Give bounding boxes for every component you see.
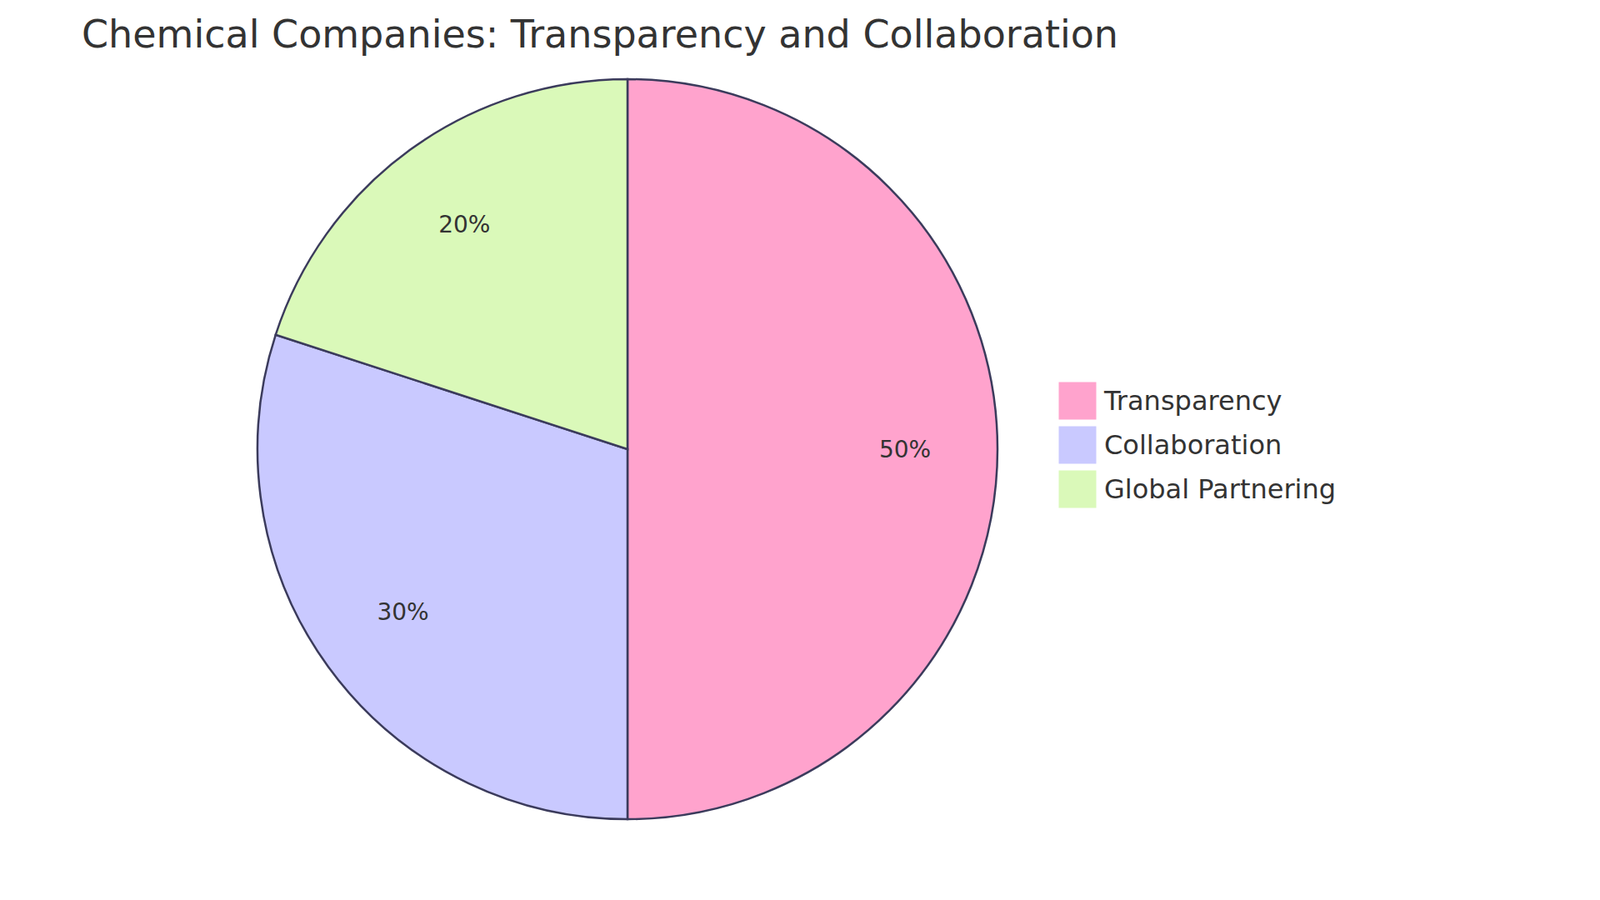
legend-swatch	[1059, 426, 1096, 464]
data-label: 50%	[879, 435, 931, 464]
title: Chemical Companies: Transparency and Col…	[81, 11, 1119, 57]
chart: Chemical Companies: Transparency and Col…	[0, 0, 1600, 900]
legend-label: Global Partnering	[1104, 473, 1336, 505]
legend-label: Transparency	[1103, 385, 1282, 417]
slice	[275, 79, 628, 450]
data-labels: 50% 30% 20%	[376, 210, 931, 626]
slices	[257, 79, 998, 820]
legend-swatch	[1059, 382, 1096, 420]
data-label: 20%	[438, 210, 490, 239]
legend: Transparency Collaboration Global Partneri…	[1059, 382, 1336, 508]
slice	[627, 79, 998, 820]
legend-label: Collaboration	[1104, 429, 1282, 461]
data-label: 30%	[376, 598, 429, 626]
legend-swatch	[1059, 470, 1096, 508]
